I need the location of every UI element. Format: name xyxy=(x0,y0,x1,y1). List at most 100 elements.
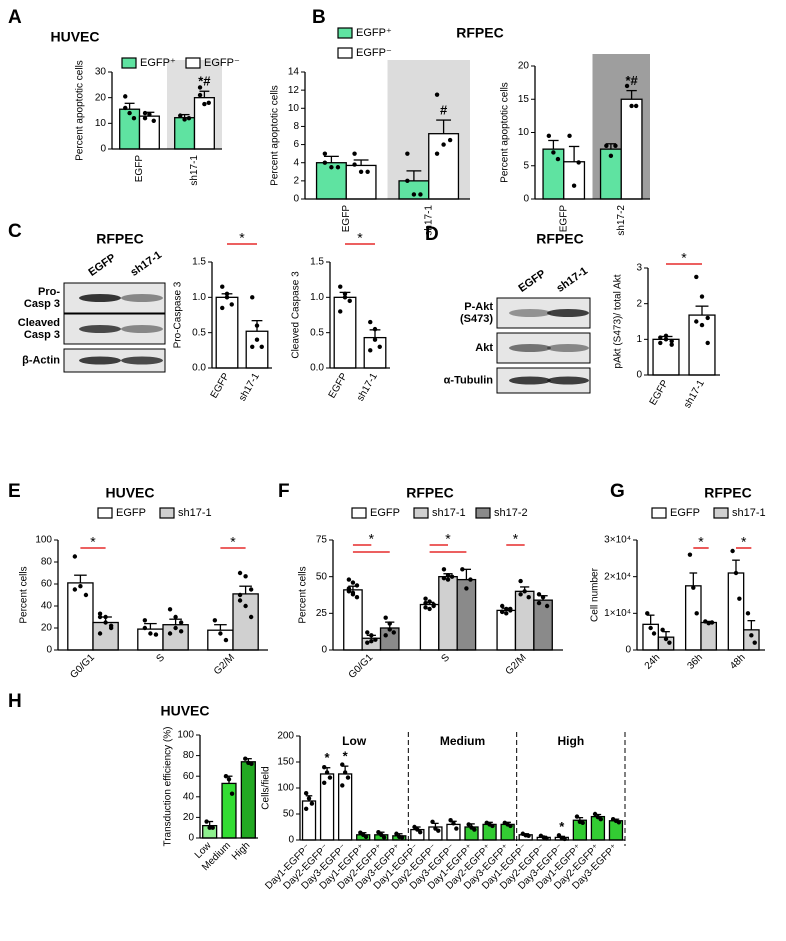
blot-band xyxy=(547,309,589,317)
x-tick-label: sh17-1 xyxy=(189,155,200,186)
data-point xyxy=(555,156,561,162)
data-point xyxy=(427,606,432,612)
y-axis-label: Percent cells xyxy=(19,566,30,623)
data-point xyxy=(526,595,531,600)
data-point xyxy=(254,337,260,342)
bar xyxy=(684,585,702,651)
data-point xyxy=(204,819,209,824)
legend-swatch xyxy=(475,507,491,519)
data-point xyxy=(127,110,132,116)
blot-band xyxy=(509,309,551,317)
data-point xyxy=(303,791,309,796)
data-point xyxy=(212,618,218,623)
annotation: *# xyxy=(198,74,211,89)
legend-swatch xyxy=(159,507,175,519)
y-tick-label: 15 xyxy=(518,94,530,105)
y-axis-label: pAkt (S473)/ total Akt xyxy=(613,274,624,368)
data-point xyxy=(322,780,327,785)
data-point xyxy=(645,611,650,616)
significance-label: * xyxy=(445,531,451,547)
data-point xyxy=(749,633,754,638)
data-point xyxy=(243,574,248,579)
legend-swatch xyxy=(713,507,729,519)
legend-label: EGFP⁺ xyxy=(356,27,392,39)
data-point xyxy=(604,143,609,148)
data-point xyxy=(464,586,469,591)
blot-band xyxy=(121,325,163,333)
data-point xyxy=(504,611,509,616)
significance-label: * xyxy=(90,534,96,550)
data-point xyxy=(327,775,333,780)
data-point xyxy=(663,636,669,642)
data-point xyxy=(207,825,212,830)
panel-letter: E xyxy=(8,481,21,502)
blot-band xyxy=(121,294,163,302)
data-point xyxy=(72,587,78,592)
data-point xyxy=(522,589,527,594)
data-point xyxy=(142,625,148,631)
data-point xyxy=(365,640,370,645)
y-axis-label: Transduction efficiency (%) xyxy=(163,726,174,846)
data-point xyxy=(633,103,639,109)
data-point xyxy=(243,603,248,609)
data-point xyxy=(237,592,243,598)
data-point xyxy=(430,819,435,824)
data-point xyxy=(448,818,453,823)
data-point xyxy=(669,342,674,347)
bar xyxy=(563,161,586,200)
data-point xyxy=(151,118,156,123)
data-point xyxy=(376,830,381,835)
data-point xyxy=(324,770,330,775)
x-tick-label: sh17-1 xyxy=(423,205,434,236)
blot-row-label: (S473) xyxy=(460,313,493,325)
group-label: High xyxy=(557,734,584,748)
y-tick-label: 50 xyxy=(316,571,328,582)
data-point xyxy=(540,595,546,600)
data-point xyxy=(660,627,665,633)
data-point xyxy=(178,629,184,634)
annotation: *# xyxy=(625,73,638,88)
data-point xyxy=(322,160,328,165)
y-axis-label: Cleaved Caspase 3 xyxy=(291,271,302,359)
data-point xyxy=(536,592,542,597)
y-tick-label: 10 xyxy=(95,118,107,129)
data-point xyxy=(142,110,148,116)
data-point xyxy=(352,151,357,156)
blot-row-label: α-Tubulin xyxy=(444,374,494,386)
data-point xyxy=(556,833,562,838)
data-point xyxy=(412,824,417,830)
y-tick-label: 10 xyxy=(288,103,300,114)
data-point xyxy=(83,592,89,598)
blot-band xyxy=(547,344,589,352)
x-tick-label: EGFP xyxy=(341,205,352,233)
data-point xyxy=(387,627,392,632)
data-point xyxy=(508,606,513,612)
data-point xyxy=(567,133,572,139)
annotation: # xyxy=(440,103,448,118)
bar xyxy=(363,336,387,369)
data-point xyxy=(441,142,446,147)
data-point xyxy=(658,340,663,346)
data-point xyxy=(526,833,531,839)
blot-band xyxy=(121,356,163,365)
bar xyxy=(301,800,317,841)
data-point xyxy=(574,814,580,819)
y-tick-label: 25 xyxy=(316,608,328,619)
y-tick-label: 1.5 xyxy=(192,257,206,268)
y-tick-label: 0.5 xyxy=(192,327,206,338)
y-tick-label: 2×10⁴ xyxy=(604,571,631,582)
data-point xyxy=(226,777,232,782)
blot-band xyxy=(509,344,551,352)
x-tick-label: 48h xyxy=(728,652,748,672)
y-tick-label: 1×10⁴ xyxy=(604,608,631,619)
chart-title: HUVEC xyxy=(50,29,99,45)
panel-letter: H xyxy=(8,691,22,712)
panel-letter: F xyxy=(278,481,290,502)
blot-band xyxy=(79,325,121,333)
legend-label: EGFP xyxy=(370,507,400,519)
data-point xyxy=(372,337,378,342)
data-point xyxy=(383,633,388,638)
data-point xyxy=(737,596,742,601)
data-point xyxy=(237,598,243,603)
